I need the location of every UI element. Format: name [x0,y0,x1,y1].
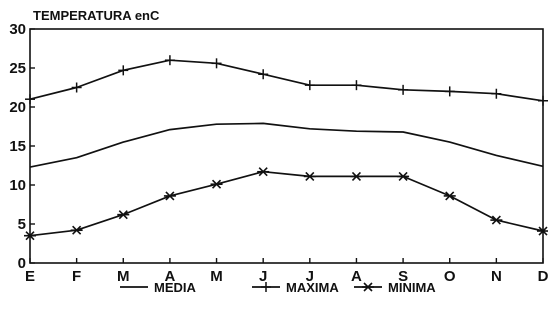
series-media [29,122,544,168]
data-point [398,84,409,95]
legend-label: MINIMA [388,280,436,295]
x-tick-label: A [164,268,175,285]
x-tick-label: N [491,268,502,285]
data-point [257,167,270,177]
y-axis: 0 5 10 15 20 25 30 [9,21,35,272]
series-line-media [29,122,544,168]
x-tick-label: S [398,268,408,285]
data-point [118,65,129,76]
legend-item-maxima: MAXIMA [252,280,339,295]
legend-label: MAXIMA [286,280,339,295]
data-point [303,171,316,181]
data-point [25,94,35,105]
y-tick-label: 5 [18,216,26,233]
y-tick-label: 0 [18,255,26,272]
series-line-minima [29,170,544,237]
x-tick-label: J [306,268,314,285]
data-point [538,95,548,106]
chart-title: TEMPERATURA en [33,8,150,23]
x-tick-label: O [444,268,456,285]
x-tick-label: A [351,268,362,285]
data-point [444,86,455,97]
data-point [350,171,363,181]
data-point [211,58,222,69]
data-point [351,80,362,91]
data-point [491,88,502,99]
series-line-maxima [29,59,544,102]
data-point [304,80,315,91]
x-tick-label: M [117,268,130,285]
y-tick-label: 25 [9,60,26,77]
data-point [537,226,548,236]
x-tick-label: M [210,268,223,285]
legend: MEDIA MAXIMA MINIMA [120,280,436,295]
y-tick-label: 20 [9,99,26,116]
data-point [490,215,503,225]
legend-marker [362,282,374,292]
data-point [163,191,176,201]
data-point [443,191,456,201]
data-point [24,231,36,241]
legend-item-minima: MINIMA [354,280,436,295]
y-tick-label: 10 [9,177,26,194]
y-tick-label: 30 [9,21,26,38]
series-layer [24,55,548,241]
data-point [164,55,175,66]
chart-title-unit: C [150,8,160,23]
x-tick-label: D [538,268,548,285]
series-minima [24,167,548,241]
data-point [71,82,82,93]
data-point [117,210,130,220]
x-tick-label: J [259,268,267,285]
data-point [210,179,223,189]
series-maxima [25,55,548,106]
x-tick-label: F [72,268,81,285]
legend-item-media: MEDIA [120,280,197,295]
y-tick-label: 15 [9,138,26,155]
data-point [258,69,269,80]
data-point [397,171,410,181]
data-point [70,225,83,235]
x-tick-label: E [25,268,35,285]
legend-marker [261,282,271,292]
legend-label: MEDIA [154,280,197,295]
